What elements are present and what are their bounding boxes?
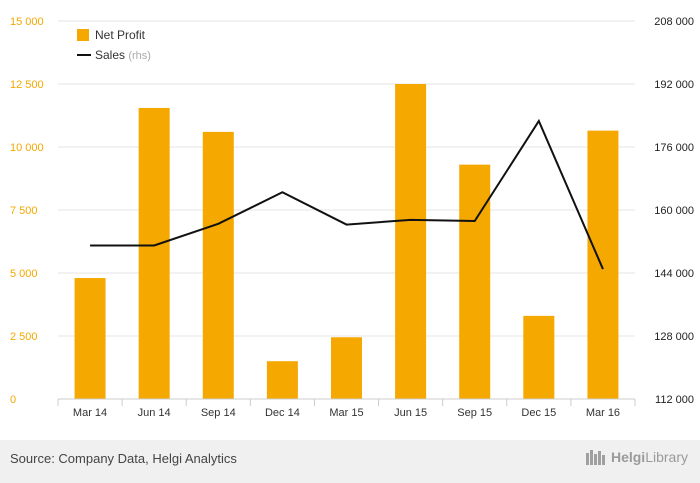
legend-net-profit-label: Net Profit <box>95 28 146 42</box>
net-profit-bar <box>587 130 619 399</box>
y-right-tick-label: 112 000 <box>655 394 694 406</box>
y-left-tick-label: 2 500 <box>10 331 38 343</box>
y-left-tick-label: 0 <box>10 394 16 406</box>
x-tick-label: Dec 15 <box>521 407 556 419</box>
y-right-tick-label: 192 000 <box>654 79 694 91</box>
axes: 0 2 500 5 000 7 500 10 000 12 500 15 000 112 00… <box>10 16 694 419</box>
net-profit-bar <box>266 361 298 399</box>
sales-line <box>90 118 604 270</box>
net-profit-bar <box>202 131 234 399</box>
net-profit-bar <box>331 337 362 399</box>
helgi-library-logo[interactable]: HelgiLibrary <box>585 448 688 466</box>
net-profit-bar <box>138 107 170 399</box>
legend: Net Profit Sales (rhs) <box>77 28 151 62</box>
y-left-tick-label: 5 000 <box>10 268 38 280</box>
y-left-tick-label: 12 500 <box>10 79 44 91</box>
y-right-tick-label: 176 000 <box>654 142 694 154</box>
x-tick-label: Mar 15 <box>329 407 363 419</box>
x-tick-label: Sep 15 <box>457 407 492 419</box>
y-right-tick-label: 208 000 <box>654 16 694 28</box>
net-profit-bars <box>74 84 619 399</box>
sales-line-series <box>90 118 604 270</box>
brand-text: HelgiLibrary <box>610 449 688 465</box>
y-right-tick-label: 128 000 <box>654 331 694 343</box>
x-tick-label: Dec 14 <box>265 407 300 419</box>
y-left-tick-label: 15 000 <box>10 16 44 28</box>
net-profit-bar <box>395 84 427 399</box>
x-tick-label: Jun 15 <box>394 407 427 419</box>
y-right-tick-label: 144 000 <box>654 268 694 280</box>
legend-net-profit-swatch <box>77 29 89 41</box>
y-right-tick-label: 160 000 <box>654 205 694 217</box>
combo-chart: 0 2 500 5 000 7 500 10 000 12 500 15 000 112 00… <box>10 16 694 419</box>
y-left-tick-label: 7 500 <box>10 205 38 217</box>
source-note: Source: Company Data, Helgi Analytics <box>10 451 237 466</box>
x-tick-label: Mar 14 <box>73 407 107 419</box>
net-profit-bar <box>459 164 491 399</box>
legend-sales-label: Sales (rhs) <box>95 48 151 62</box>
y-left-tick-label: 10 000 <box>10 142 44 154</box>
footer-bar <box>0 440 700 483</box>
x-tick-label: Mar 16 <box>586 407 620 419</box>
library-books-icon <box>585 450 605 465</box>
net-profit-bar <box>74 278 106 399</box>
x-tick-label: Jun 14 <box>138 407 171 419</box>
legend-sales-suffix: (rhs) <box>128 50 151 62</box>
x-tick-label: Sep 14 <box>201 407 236 419</box>
net-profit-bar <box>523 315 555 399</box>
